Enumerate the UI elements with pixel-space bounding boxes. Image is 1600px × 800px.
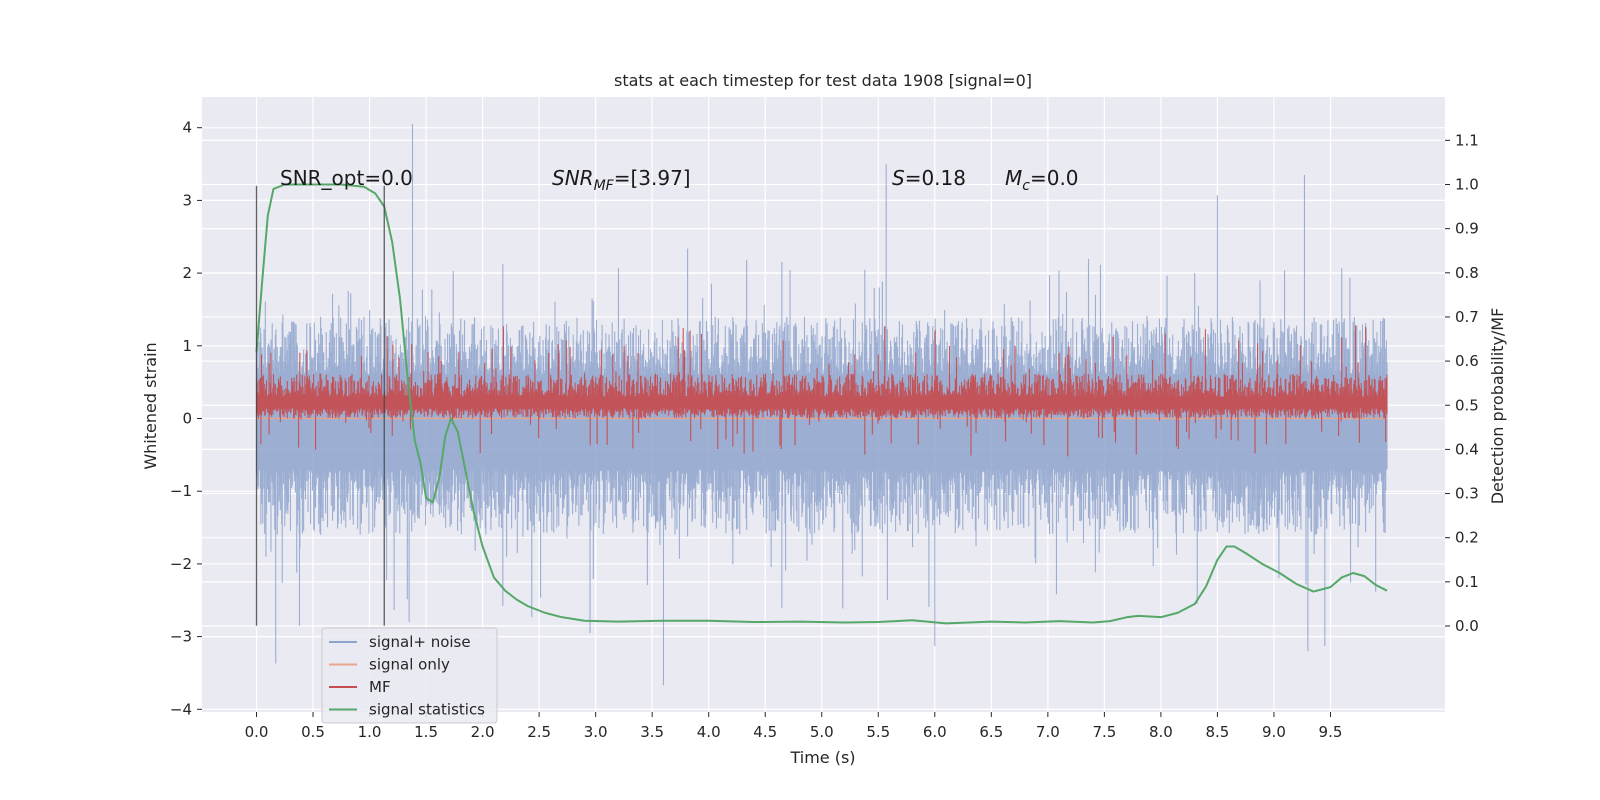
x-tick-label: 9.5 [1319,723,1343,741]
x-tick-label: 4.5 [753,723,777,741]
legend: signal+ noise signal only MF signal statist… [321,627,498,724]
y-tick-label: 2 [182,264,192,282]
x-tick-label: 0.0 [245,723,269,741]
y2-axis-label: Detection probability/MF [1488,308,1507,505]
mc-subscript: c [1022,178,1030,194]
y2-axis-ticks: 1.1 1.0 0.9 0.8 0.7 0.6 0.5 0.4 0.3 0.2 0.1 0.0 [1445,131,1479,635]
y-axis-ticks: 4 3 2 1 0 −1 −2 −3 −4 [170,119,202,718]
legend-box [321,627,498,724]
s-value: =0.18 [905,166,966,190]
legend-label: signal only [369,656,450,674]
x-tick-label: 8.5 [1205,723,1229,741]
mc-variable: M [1005,166,1022,190]
x-tick-label: 2.5 [527,723,551,741]
y2-tick-label: 0.8 [1455,264,1479,282]
mc-annotation: Mc=0.0 [1005,166,1079,194]
y-tick-label: 4 [182,119,192,137]
y-tick-label: 3 [182,191,192,209]
x-tick-label: 3.5 [640,723,664,741]
x-tick-label: 5.5 [866,723,890,741]
legend-label: signal statistics [369,701,485,719]
y-tick-label: −3 [170,628,192,646]
x-tick-label: 3.0 [584,723,608,741]
x-tick-label: 2.0 [471,723,495,741]
snr-mf-subscript: MF [594,178,615,194]
y2-tick-label: 0.2 [1455,529,1479,547]
snr-opt-annotation: SNR_opt=0.0 [280,166,413,190]
s-variable: S [892,166,905,190]
x-tick-label: 5.0 [810,723,834,741]
x-tick-label: 1.0 [358,723,382,741]
y-tick-label: 0 [182,410,192,428]
legend-items: signal+ noise signal only MF signal statist… [329,633,485,719]
y-tick-label: 1 [182,337,192,355]
x-tick-label: 6.0 [923,723,947,741]
x-tick-label: 0.5 [301,723,325,741]
snr-mf-value: =[3.97] [614,166,691,190]
x-tick-label: 1.5 [414,723,438,741]
series-3-trace [255,183,1388,625]
legend-label: MF [369,678,391,696]
vertical-markers [255,185,385,626]
y2-tick-label: 1.1 [1455,131,1479,149]
chart-title: stats at each timestep for test data 190… [614,71,1032,90]
x-axis-ticks: 0.0 0.5 1.0 1.5 2.0 2.5 3.0 3.5 4.0 4.5 5.0 5.5 6.0 6… [245,712,1343,741]
x-tick-label: 9.0 [1262,723,1286,741]
s-annotation: S=0.18 [892,166,966,190]
y-axis-label: Whitened strain [141,342,160,469]
y2-tick-label: 0.0 [1455,617,1479,635]
y2-tick-label: 0.9 [1455,220,1479,238]
y-tick-label: −4 [170,700,192,718]
x-tick-label: 6.5 [979,723,1003,741]
y2-tick-label: 0.3 [1455,485,1479,503]
y-tick-label: −1 [170,482,192,500]
series-layer [255,124,1388,686]
snr-mf-annotation: SNRMF=[3.97] [552,166,691,194]
legend-label: signal+ noise [369,633,471,651]
mc-value: =0.0 [1030,166,1079,190]
y2-tick-label: 0.4 [1455,440,1479,458]
y2-tick-label: 0.6 [1455,352,1479,370]
y2-tick-label: 0.5 [1455,396,1479,414]
y2-tick-label: 0.1 [1455,573,1479,591]
x-axis-label: Time (s) [789,748,855,767]
x-tick-label: 8.0 [1149,723,1173,741]
x-tick-label: 7.0 [1036,723,1060,741]
y2-tick-label: 0.7 [1455,308,1479,326]
x-tick-label: 7.5 [1092,723,1116,741]
y-tick-label: −2 [170,555,192,573]
snr-mf-prefix: SNR [552,166,594,190]
x-tick-label: 4.0 [697,723,721,741]
y2-tick-label: 1.0 [1455,176,1479,194]
